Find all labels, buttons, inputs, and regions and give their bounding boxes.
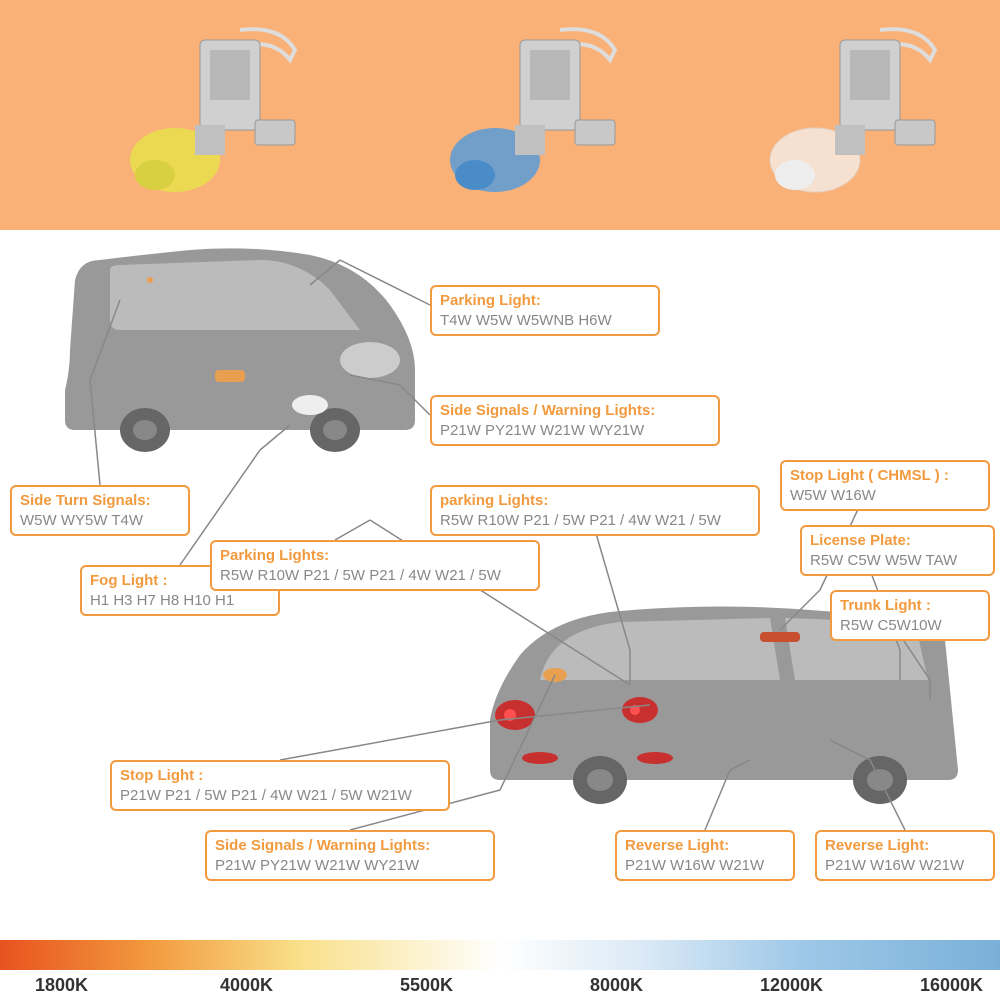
label-title: Side Signals / Warning Lights:: [215, 836, 485, 856]
bulb-yellow: [100, 20, 300, 210]
label-parking-lights-2: Parking Lights:R5W R10W P21 / 5W P21 / 4…: [210, 540, 540, 591]
label-content: R5W R10W P21 / 5W P21 / 4W W21 / 5W: [220, 566, 530, 586]
label-content: P21W W16W W21W: [825, 856, 985, 876]
label-parking-lights-3: parking Lights:R5W R10W P21 / 5W P21 / 4…: [430, 485, 760, 536]
bulb-blue: [420, 20, 620, 210]
label-title: Trunk Light :: [840, 596, 980, 616]
label-content: R5W C5W10W: [840, 616, 980, 636]
label-side-turn-signals: Side Turn Signals:W5W WY5W T4W: [10, 485, 190, 536]
label-trunk-light: Trunk Light :R5W C5W10W: [830, 590, 990, 641]
label-content: P21W PY21W W21W WY21W: [215, 856, 485, 876]
label-title: Parking Lights:: [220, 546, 530, 566]
label-title: License Plate:: [810, 531, 985, 551]
label-title: Stop Light ( CHMSL ) :: [790, 466, 980, 486]
label-content: T4W W5W W5WNB H6W: [440, 311, 650, 331]
label-content: P21W W16W W21W: [625, 856, 785, 876]
label-stop-light: Stop Light :P21W P21 / 5W P21 / 4W W21 /…: [110, 760, 450, 811]
label-reverse-light-1: Reverse Light:P21W W16W W21W: [615, 830, 795, 881]
kelvin-label: 8000K: [590, 975, 643, 996]
label-content: R5W C5W W5W TAW: [810, 551, 985, 571]
label-stop-light-chmsl: Stop Light ( CHMSL ) :W5W W16W: [780, 460, 990, 511]
label-title: Parking Light:: [440, 291, 650, 311]
header-band: [0, 0, 1000, 230]
kelvin-label: 16000K: [920, 975, 983, 996]
label-title: Side Turn Signals:: [20, 491, 180, 511]
car-front: [50, 230, 430, 460]
label-title: parking Lights:: [440, 491, 750, 511]
label-title: Reverse Light:: [625, 836, 785, 856]
car-diagram: Parking Light:T4W W5W W5WNB H6W Side Sign…: [0, 230, 1000, 940]
label-reverse-light-2: Reverse Light:P21W W16W W21W: [815, 830, 995, 881]
label-content: W5W W16W: [790, 486, 980, 506]
label-side-signals-1: Side Signals / Warning Lights:P21W PY21W…: [430, 395, 720, 446]
color-spectrum: [0, 940, 1000, 970]
bulb-clear: [740, 20, 940, 210]
label-content: R5W R10W P21 / 5W P21 / 4W W21 / 5W: [440, 511, 750, 531]
label-content: W5W WY5W T4W: [20, 511, 180, 531]
label-title: Stop Light :: [120, 766, 440, 786]
label-title: Side Signals / Warning Lights:: [440, 401, 710, 421]
label-content: P21W PY21W W21W WY21W: [440, 421, 710, 441]
label-title: Reverse Light:: [825, 836, 985, 856]
kelvin-scale: 1800K 4000K 5500K 8000K 12000K 16000K: [0, 970, 1000, 1000]
kelvin-label: 1800K: [35, 975, 88, 996]
label-license-plate: License Plate:R5W C5W W5W TAW: [800, 525, 995, 576]
label-side-signals-2: Side Signals / Warning Lights:P21W PY21W…: [205, 830, 495, 881]
label-content: H1 H3 H7 H8 H10 H1: [90, 591, 270, 611]
label-content: P21W P21 / 5W P21 / 4W W21 / 5W W21W: [120, 786, 440, 806]
kelvin-label: 4000K: [220, 975, 273, 996]
kelvin-label: 12000K: [760, 975, 823, 996]
label-parking-light: Parking Light:T4W W5W W5WNB H6W: [430, 285, 660, 336]
kelvin-label: 5500K: [400, 975, 453, 996]
